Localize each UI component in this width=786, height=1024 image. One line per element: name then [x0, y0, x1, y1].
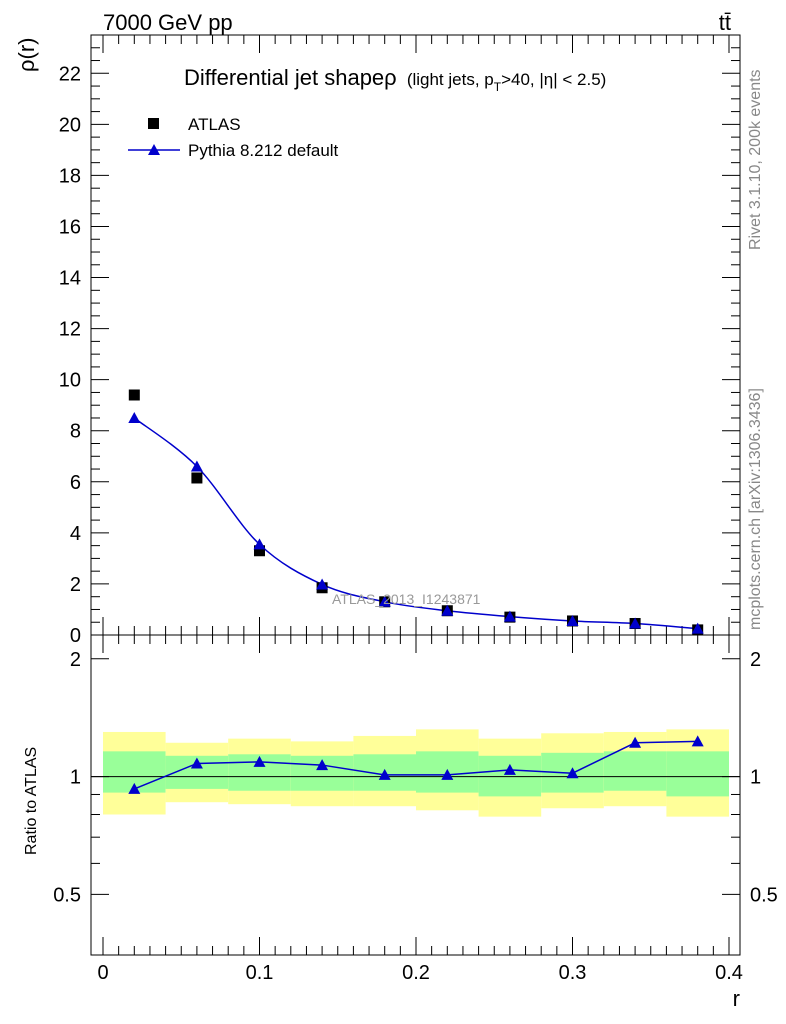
ratio-y-tick-label: 1 [70, 767, 81, 789]
atlas-point [191, 472, 203, 484]
x-tick-label: 0.4 [715, 962, 743, 984]
ratio-point [253, 755, 266, 767]
ratio-curve [134, 740, 698, 790]
chart-title-suffix: (light jets, p [407, 70, 494, 89]
ratio-point [503, 763, 516, 775]
ratio-y-tick-label-right: 2 [750, 649, 761, 671]
y-tick-label: 4 [70, 523, 81, 545]
legend-label-pythia: Pythia 8.212 default [188, 141, 339, 160]
pythia-point [629, 617, 642, 629]
energy-label: 7000 GeV pp [103, 10, 233, 35]
chart-title: Differential jet shapeρ [184, 65, 397, 90]
ratio-point [316, 759, 329, 771]
ratio-point [629, 736, 642, 748]
y-tick-label: 18 [59, 165, 81, 187]
ratio-y-tick-label-right: 1 [750, 767, 761, 789]
legend-marker-atlas [148, 118, 159, 129]
legend: ATLAS Pythia 8.212 default [128, 115, 339, 160]
chart-title-subscript: T [494, 80, 502, 94]
chart-title-suffix-rest: >40, |η| < 2.5) [501, 70, 606, 89]
x-axis-label: r [733, 986, 740, 1011]
y-tick-label: 6 [70, 472, 81, 494]
legend-label-atlas: ATLAS [188, 115, 241, 134]
atlas-point [128, 389, 140, 401]
ratio-point [190, 757, 203, 769]
process-label: tt̄ [719, 10, 731, 35]
x-tick-label: 0.3 [559, 962, 587, 984]
y-tick-label: 14 [59, 268, 81, 290]
ratio-inner-band [666, 751, 729, 797]
ratio-y-tick-label-right: 0.5 [750, 884, 778, 906]
x-tick-label: 0.1 [246, 962, 274, 984]
y-tick-label: 12 [59, 319, 81, 341]
pythia-point [190, 460, 203, 472]
ratio-y-axis-label: Ratio to ATLAS [23, 747, 40, 855]
ratio-point [441, 768, 454, 780]
pythia-point [253, 538, 266, 550]
pythia-point [378, 595, 391, 607]
y-tick-label: 10 [59, 370, 81, 392]
pythia-point [441, 604, 454, 616]
pythia-point [691, 622, 704, 634]
ratio-inner-band [603, 751, 667, 791]
y-axis-label: ρ(r) [14, 38, 39, 73]
pythia-curve [133, 417, 698, 630]
legend-marker-pythia [148, 144, 160, 155]
svg-text:Differential jet shapeρ: Differential jet shapeρ (light jets, pT>… [184, 65, 606, 94]
ratio-plot: 0.5 0.5 1 1 2 2 0 0.1 0.2 0.3 0.4 Ratio to ATLAS r [23, 634, 778, 1011]
y-tick-label: 0 [70, 625, 81, 647]
x-tick-label: 0.2 [402, 962, 430, 984]
pythia-point [128, 411, 141, 423]
main-title: Differential jet shapeρ (light jets, pT>… [184, 65, 606, 94]
y-tick-label: 20 [59, 114, 81, 136]
y-tick-label: 22 [59, 63, 81, 85]
atlas-point [254, 545, 265, 557]
ratio-y-tick-label: 0.5 [53, 884, 81, 906]
ratio-point [566, 767, 579, 779]
watermark-label: ATLAS_2013_I1243871 [332, 591, 481, 607]
rivet-label: Rivet 3.1.10, 200k events [747, 69, 764, 250]
ratio-plot-frame [90, 634, 741, 956]
pythia-point [566, 614, 579, 626]
y-tick-label: 16 [59, 216, 81, 238]
ratio-y-tick-label: 2 [70, 649, 81, 671]
pythia-point [503, 610, 516, 622]
ratio-point [691, 735, 704, 747]
y-tick-label: 2 [70, 574, 81, 596]
y-tick-label: 8 [70, 421, 81, 443]
ratio-point [128, 782, 141, 794]
ratio-point [378, 768, 391, 780]
x-tick-label: 0 [97, 962, 108, 984]
pythia-point [316, 578, 329, 590]
source-label: mcplots.cern.ch [arXiv:1306.3436] [747, 388, 764, 630]
